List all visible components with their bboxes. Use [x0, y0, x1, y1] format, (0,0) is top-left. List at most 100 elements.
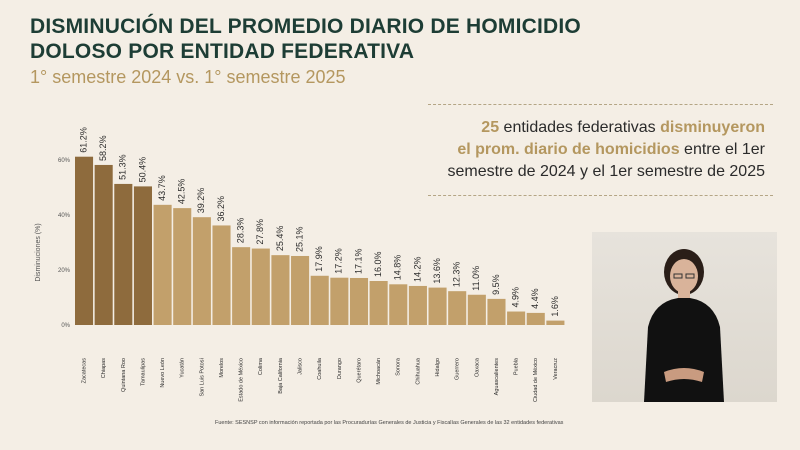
y-axis-label: Disminuciones (%) — [35, 223, 42, 281]
category-label: Estado de México — [239, 358, 245, 402]
bar-value-label: 25.4% — [275, 226, 285, 252]
bar-value-label: 14.2% — [412, 256, 422, 282]
bar-value-label: 13.6% — [432, 258, 442, 284]
bar — [389, 284, 408, 325]
callout-line-3: semestre de 2024 y el 1er semestre de 20… — [447, 163, 765, 180]
category-label: Michoacán — [376, 358, 382, 385]
category-label: Jalisco — [298, 358, 304, 375]
category-label: Colima — [258, 357, 264, 375]
bar-value-label: 12.3% — [452, 262, 462, 288]
bar-value-label: 61.2% — [78, 127, 88, 153]
bar — [507, 311, 526, 325]
bar — [133, 186, 152, 325]
bar — [114, 183, 133, 325]
bar — [75, 156, 94, 325]
category-label: Puebla — [514, 357, 520, 375]
bar — [428, 287, 447, 325]
category-label: Oaxaca — [474, 357, 480, 377]
y-tick-label: 40% — [58, 213, 71, 219]
callout-highlight-2: el prom. diario de homicidios — [457, 141, 680, 158]
bar-value-label: 27.8% — [255, 219, 265, 245]
callout-text: 25 entidades federativas disminuyeron el… — [428, 105, 773, 195]
callout-count: 25 — [481, 119, 500, 136]
bar-value-label: 39.2% — [196, 188, 206, 214]
bar — [487, 298, 506, 325]
chart-subtitle: 1° semestre 2024 vs. 1° semestre 2025 — [30, 67, 346, 87]
category-label: Veracruz — [553, 358, 559, 380]
bar — [330, 277, 349, 325]
bar-value-label: 17.2% — [334, 248, 344, 274]
bar — [310, 275, 329, 325]
y-tick-label: 20% — [58, 268, 71, 274]
bar-value-label: 9.5% — [491, 274, 501, 295]
sign-language-interpreter-video — [592, 232, 777, 402]
bar-value-label: 36.2% — [216, 196, 226, 222]
category-label: Yucatán — [180, 358, 186, 378]
bar-value-label: 4.4% — [530, 288, 540, 309]
chart-title: DISMINUCIÓN DEL PROMEDIO DIARIO DE HOMIC… — [30, 14, 581, 64]
bar — [153, 204, 172, 325]
bar-value-label: 50.4% — [137, 157, 147, 183]
bar — [526, 312, 545, 325]
bar — [408, 285, 427, 325]
bar — [94, 164, 113, 325]
callout-bottom-divider — [428, 195, 773, 196]
category-label: Coahuila — [317, 357, 323, 380]
category-label: Aguascalientes — [494, 358, 500, 396]
category-label: Durango — [337, 358, 343, 379]
category-label: San Luis Potosí — [199, 358, 205, 397]
title-line-2: DOLOSO POR ENTIDAD FEDERATIVA — [30, 40, 415, 63]
bar-value-label: 11.0% — [471, 266, 481, 291]
bar — [448, 291, 467, 325]
bar-value-label: 4.9% — [510, 287, 520, 308]
category-label: Hidalgo — [435, 358, 441, 377]
bar-value-label: 58.2% — [98, 135, 108, 161]
bar-value-label: 28.3% — [236, 218, 246, 244]
y-axis: 0% 20% 40% 60% — [58, 158, 71, 329]
category-label: Quintana Roo — [121, 358, 127, 392]
category-label: Morelos — [219, 358, 225, 378]
category-label: Ciudad de México — [533, 358, 539, 402]
callout-text-1: entidades federativas — [499, 119, 661, 136]
bar-value-label: 25.1% — [294, 226, 304, 252]
bar-value-label: 1.6% — [550, 296, 560, 317]
category-label: Zacatecas — [81, 358, 87, 384]
bar-value-label: 43.7% — [157, 175, 167, 201]
bar — [251, 248, 270, 325]
bar-value-label: 17.9% — [314, 246, 324, 272]
bar — [232, 247, 251, 325]
category-label: Guerrero — [455, 358, 461, 380]
category-label: Sonora — [396, 357, 402, 376]
bar — [291, 255, 310, 325]
bar-value-label: 17.1% — [353, 248, 363, 274]
source-note: Fuente: SESNSP con información reportada… — [215, 420, 564, 426]
bar — [192, 217, 211, 325]
y-tick-label: 0% — [61, 323, 70, 329]
bar — [546, 320, 565, 325]
category-label: Chihuahua — [415, 357, 421, 385]
callout-top-divider — [428, 104, 773, 105]
summary-callout: 25 entidades federativas disminuyeron el… — [428, 104, 773, 196]
interpreter-figure — [644, 249, 724, 402]
callout-line-2: el prom. diario de homicidios entre el 1… — [428, 139, 765, 161]
bar — [467, 294, 486, 325]
callout-text-2: entre el 1er — [679, 141, 765, 158]
bar-value-label: 16.0% — [373, 251, 383, 277]
y-tick-label: 60% — [58, 158, 71, 164]
bar — [369, 281, 388, 325]
callout-highlight-1: disminuyeron — [660, 119, 765, 136]
bar — [212, 225, 231, 325]
bars-group: 61.2% Zacatecas 58.2% Chiapas 51.3% Quintana … — [75, 127, 565, 402]
bar-value-label: 42.5% — [177, 179, 187, 205]
bar — [173, 208, 192, 325]
bar — [349, 277, 369, 325]
category-label: Chiapas — [101, 358, 107, 378]
bar-value-label: 14.8% — [393, 255, 403, 281]
title-line-1: DISMINUCIÓN DEL PROMEDIO DIARIO DE HOMIC… — [30, 15, 581, 38]
category-label: Nuevo León — [160, 358, 166, 388]
category-label: Baja California — [278, 357, 284, 394]
callout-line-1: 25 entidades federativas disminuyeron — [428, 117, 765, 139]
category-label: Tamaulipas — [140, 358, 146, 386]
bar-value-label: 51.3% — [118, 154, 128, 180]
